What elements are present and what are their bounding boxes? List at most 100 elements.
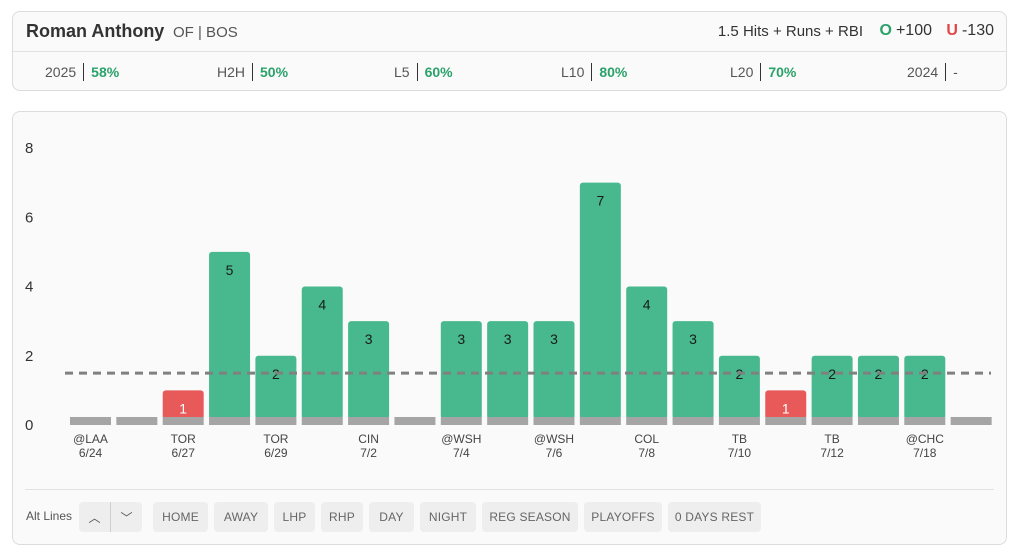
bar-base [440, 417, 482, 425]
bar-value-label: 3 [457, 331, 465, 347]
filter-playoffs-button[interactable]: PLAYOFFS [584, 502, 662, 532]
bar [209, 251, 251, 419]
bar-base [672, 417, 714, 425]
bar [440, 321, 482, 419]
player-header-top: Roman Anthony OF | BOS 1.5 Hits + Runs +… [13, 12, 1006, 52]
x-tick-opponent: COL [634, 432, 659, 446]
bar-value-label: 3 [365, 331, 373, 347]
stat-value: 50% [260, 64, 289, 80]
stat-label: H2H [217, 64, 246, 80]
over-odds[interactable]: O +100 [880, 22, 933, 40]
stat-divider [416, 63, 418, 81]
stat-h2h: H2H 50% [217, 63, 288, 81]
stat-l20: L20 70% [730, 63, 796, 81]
prop-line-label: 1.5 Hits + Runs + RBI [717, 23, 863, 40]
filter-night-button[interactable]: NIGHT [420, 502, 476, 532]
stat-label: 2025 [45, 64, 77, 80]
x-tick-date: 6/27 [172, 446, 196, 460]
x-tick-date: 7/12 [820, 446, 844, 460]
x-tick-opponent: @WSH [534, 432, 574, 446]
x-tick-opponent: @WSH [441, 432, 481, 446]
x-tick-date: 6/24 [79, 446, 103, 460]
game-log-bar-chart: 02468@LAA6/241TOR6/2752TOR6/2943CIN7/23@… [25, 140, 992, 460]
bar-value-label: 1 [179, 400, 187, 416]
x-tick-date: 7/8 [638, 446, 655, 460]
alt-line-down-button[interactable]: ﹀ [111, 502, 142, 532]
stat-value: - [953, 64, 958, 80]
bar-base [116, 417, 158, 425]
stat-divider [83, 63, 85, 81]
bar-value-label: 5 [226, 262, 234, 278]
under-odds-value: -130 [961, 22, 994, 39]
player-name: Roman Anthony [26, 21, 165, 41]
alt-lines-stepper: ︿ ﹀ [79, 502, 142, 532]
stat-value: 80% [599, 64, 628, 80]
chevron-up-icon: ︿ [88, 510, 101, 525]
bar-value-label: 3 [550, 331, 558, 347]
player-position-team: OF | BOS [173, 24, 238, 41]
bar-base [626, 417, 668, 425]
y-tick-label: 6 [25, 209, 33, 226]
bar [626, 286, 668, 419]
bar-base [765, 417, 807, 425]
filter-rhp-button[interactable]: RHP [321, 502, 363, 532]
under-mark: U [946, 22, 958, 39]
filter-lhp-button[interactable]: LHP [274, 502, 315, 532]
alt-lines-label: Alt Lines [26, 509, 73, 523]
bar-base [718, 417, 760, 425]
y-tick-label: 0 [25, 417, 33, 434]
stat-label: 2024 [907, 64, 939, 80]
bar-base [950, 417, 992, 425]
player-header-card: Roman Anthony OF | BOS 1.5 Hits + Runs +… [12, 11, 1007, 91]
x-tick-date: 7/18 [913, 446, 937, 460]
bar [487, 321, 529, 419]
stat-label: L5 [394, 64, 410, 80]
y-tick-label: 2 [25, 348, 33, 365]
x-tick-date: 7/4 [453, 446, 470, 460]
bar-base [255, 417, 297, 425]
stat-value: 60% [424, 64, 453, 80]
filter-toolbar: Alt Lines ︿ ﹀ HOME AWAY LHP RHP DAY NIGH… [13, 489, 1006, 545]
x-tick-date: 7/6 [546, 446, 563, 460]
bar [301, 286, 343, 419]
stat-2025: 2025 58% [45, 63, 119, 81]
bar-value-label: 3 [689, 331, 697, 347]
bar-base [811, 417, 853, 425]
x-tick-opponent: TOR [171, 432, 196, 446]
stat-label: L20 [730, 64, 754, 80]
x-tick-date: 7/10 [728, 446, 752, 460]
bar-value-label: 4 [318, 297, 326, 313]
over-odds-value: +100 [895, 22, 932, 39]
bar [348, 321, 390, 419]
stat-divider [591, 63, 593, 81]
filter-home-button[interactable]: HOME [153, 502, 208, 532]
alt-line-up-button[interactable]: ︿ [79, 502, 110, 532]
filter-day-button[interactable]: DAY [369, 502, 414, 532]
bar [162, 390, 204, 419]
bar-base [533, 417, 575, 425]
bar-base [394, 417, 436, 425]
bar-base [904, 417, 946, 425]
stat-value: 58% [91, 64, 120, 80]
bar-base [301, 417, 343, 425]
filter-away-button[interactable]: AWAY [214, 502, 268, 532]
bar [765, 390, 807, 419]
bar-value-label: 3 [504, 331, 512, 347]
bar-value-label: 2 [828, 366, 836, 382]
filter-rest-days-button[interactable]: 0 DAYS REST [668, 502, 761, 532]
under-odds[interactable]: U -130 [946, 22, 994, 40]
x-tick-opponent: @LAA [73, 432, 108, 446]
stat-l10: L10 80% [561, 63, 627, 81]
bar-base [209, 417, 251, 425]
x-tick-date: 6/29 [264, 446, 288, 460]
stepper-divider [110, 502, 111, 532]
y-tick-label: 8 [25, 140, 33, 157]
bar-value-label: 1 [782, 400, 790, 416]
bar [672, 321, 714, 419]
x-tick-opponent: CIN [358, 432, 379, 446]
filter-reg-season-button[interactable]: REG SEASON [482, 502, 578, 532]
bar-base [579, 417, 621, 425]
x-tick-opponent: TB [732, 432, 747, 446]
x-tick-opponent: TOR [263, 432, 288, 446]
bar-value-label: 7 [596, 193, 604, 209]
